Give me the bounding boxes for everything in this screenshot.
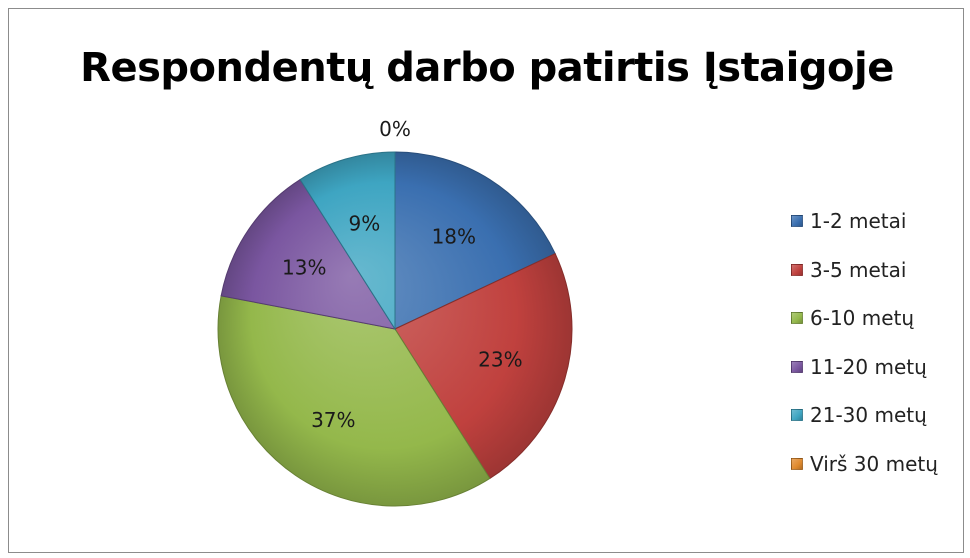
chart-title: Respondentų darbo patirtis Įstaigoje: [80, 45, 894, 91]
data-label-vir-30-met: 0%: [379, 117, 411, 141]
legend-swatch: [791, 409, 803, 422]
data-label-1-2-metai: 18%: [432, 224, 476, 248]
legend-item-21-30-met: 21-30 metų: [791, 391, 938, 440]
pie-slice-21-30-met: [299, 151, 396, 331]
legend-item-vir-30-met: Virš 30 metų: [791, 440, 938, 489]
legend-label: 1-2 metai: [810, 209, 907, 234]
legend-label: Virš 30 metų: [810, 451, 938, 476]
chart-frame: Respondentų darbo patirtis Įstaigoje 18%…: [8, 8, 964, 553]
legend-label: 3-5 metai: [810, 257, 907, 282]
legend-item-3-5-metai: 3-5 metai: [791, 246, 938, 295]
legend-label: 21-30 metų: [810, 403, 927, 428]
legend-swatch: [791, 457, 803, 470]
legend: 1-2 metai 3-5 metai 6-10 metų 11-20 metų 21-…: [791, 197, 938, 488]
pie-chart: 18% 23% 37% 13% 9% 0%: [217, 117, 573, 507]
data-label-3-5-metai: 23%: [478, 348, 522, 372]
legend-swatch: [791, 215, 803, 228]
legend-item-11-20-met: 11-20 metų: [791, 343, 938, 392]
pie-slice-3-5-metai: [394, 252, 573, 480]
legend-item-1-2-metai: 1-2 metai: [791, 197, 938, 246]
legend-label: 6-10 metų: [810, 306, 915, 331]
legend-swatch: [791, 312, 803, 325]
legend-swatch: [791, 360, 803, 373]
pie-slice-11-20-met: [220, 178, 397, 330]
legend-swatch: [791, 263, 803, 276]
pie-slice-6-10-met: [217, 295, 491, 507]
legend-item-6-10-met: 6-10 metų: [791, 294, 938, 343]
data-label-21-30-met: 9%: [349, 212, 381, 236]
data-label-11-20-met: 13%: [282, 255, 326, 279]
legend-label: 11-20 metų: [810, 354, 927, 379]
data-label-6-10-met: 37%: [311, 408, 355, 432]
pie-slice-1-2-metai: [394, 151, 556, 330]
